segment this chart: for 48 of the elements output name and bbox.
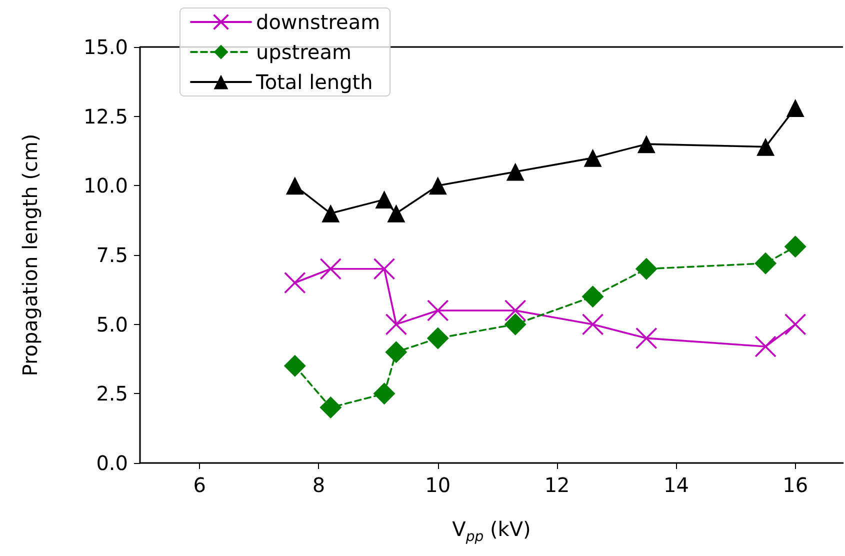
- point: [385, 313, 408, 336]
- point: [373, 382, 396, 405]
- point: [754, 252, 777, 274]
- y-tick-label: 0.0: [96, 451, 128, 475]
- point: [635, 258, 658, 280]
- point: [387, 204, 406, 222]
- point: [784, 313, 806, 336]
- point: [284, 272, 306, 294]
- point: [286, 176, 304, 195]
- point: [784, 236, 806, 258]
- x-tick-label: 10: [425, 473, 451, 497]
- point: [428, 176, 447, 195]
- x-tick-label: 14: [663, 473, 689, 497]
- point: [637, 135, 656, 154]
- point: [756, 138, 775, 156]
- y-tick-label: 10.0: [83, 174, 128, 198]
- point: [322, 204, 340, 222]
- point: [584, 148, 602, 167]
- y-tick-label: 15.0: [83, 35, 128, 59]
- point: [582, 286, 604, 308]
- point: [385, 341, 408, 364]
- y-axis-title: Propagation length (cm): [18, 134, 42, 376]
- x-tick-label: 8: [312, 473, 326, 497]
- point: [373, 258, 396, 280]
- y-tick-label: 5.0: [96, 312, 128, 336]
- point: [320, 396, 342, 419]
- point: [786, 99, 804, 118]
- x-axis-title: V$_{pp}$ (kV): [451, 516, 532, 547]
- legend-label: Total length: [255, 70, 373, 94]
- y-tick-label: 12.5: [83, 104, 128, 128]
- point: [582, 313, 604, 336]
- x-tick-label: 16: [782, 473, 808, 497]
- point: [284, 354, 306, 377]
- y-tick-label: 2.5: [96, 382, 128, 406]
- point: [375, 190, 394, 209]
- point: [504, 300, 526, 322]
- point: [506, 162, 524, 181]
- point: [504, 313, 526, 336]
- point: [320, 258, 342, 280]
- y-tick-label: 7.5: [96, 243, 128, 267]
- x-tick-label: 12: [544, 473, 570, 497]
- legend-label: downstream: [256, 10, 380, 34]
- point: [426, 327, 449, 350]
- point: [636, 327, 658, 350]
- point: [754, 336, 776, 358]
- x-tick-label: 6: [193, 473, 206, 497]
- legend-label: upstream: [256, 40, 352, 64]
- point: [426, 300, 449, 322]
